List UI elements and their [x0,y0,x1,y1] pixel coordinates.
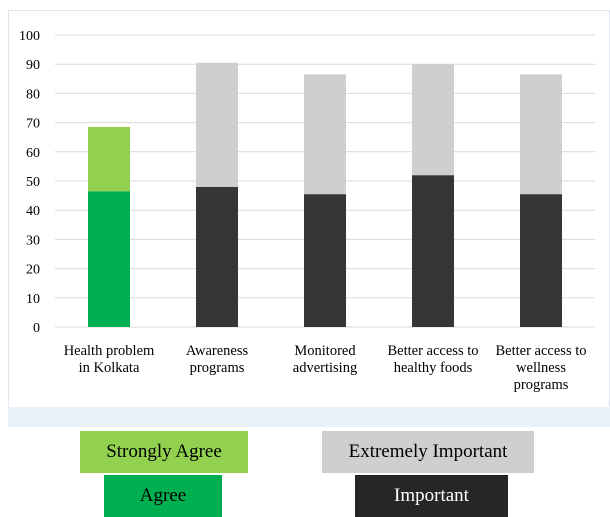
y-tick-label: 50 [26,175,40,190]
category-label-line: advertising [293,360,357,376]
legend-agree: Agree [104,475,222,517]
bar-segment [88,191,130,327]
bar-segment [88,126,130,192]
y-tick-label: 60 [26,146,40,161]
category-label: Awareness programs [186,343,249,376]
category-label: Better access to wellness programs [496,343,587,393]
legend-important: Important [355,475,508,517]
category-label-line: programs [190,360,245,376]
category-label-line: healthy foods [394,360,473,376]
bar-segment [412,175,454,327]
category-label-line: Awareness [186,343,249,359]
bar-segment [196,186,238,327]
legend-extremely-important: Extremely Important [322,431,534,473]
category-label-line: programs [514,377,569,393]
category-label-line: Better access to [496,343,587,359]
y-tick-label: 90 [26,58,40,73]
y-tick-label: 0 [33,321,40,336]
bar-segment [304,74,346,195]
category-label: Better access to healthy foods [388,343,479,376]
bar-segment [412,64,454,176]
category-label-line: wellness [516,360,566,376]
y-tick-label: 100 [19,29,40,44]
y-tick-label: 10 [26,292,40,307]
stacked-bar-chart: 0 10 20 30 40 50 60 70 80 90 100 Health problem in … [19,29,595,393]
y-tick-label: 40 [26,204,40,219]
bar-segment [520,74,562,195]
category-label-line: Health problem [64,343,155,359]
y-tick-label: 80 [26,87,40,102]
y-tick-label: 30 [26,233,40,248]
category-label-line: Better access to [388,343,479,359]
chart-bottom-band [8,407,610,427]
bars [88,62,562,327]
y-tick-label: 70 [26,117,40,132]
y-axis-ticks: 0 10 20 30 40 50 60 70 80 90 100 [19,29,40,336]
y-tick-label: 20 [26,263,40,278]
category-label: Health problem in Kolkata [64,343,155,376]
bar-segment [520,194,562,327]
category-label: Monitored advertising [293,343,357,376]
bar-segment [196,62,238,187]
bar-segment [304,194,346,327]
category-label-line: in Kolkata [79,360,140,376]
category-label-line: Monitored [294,343,356,359]
legend-strongly-agree: Strongly Agree [80,431,248,473]
